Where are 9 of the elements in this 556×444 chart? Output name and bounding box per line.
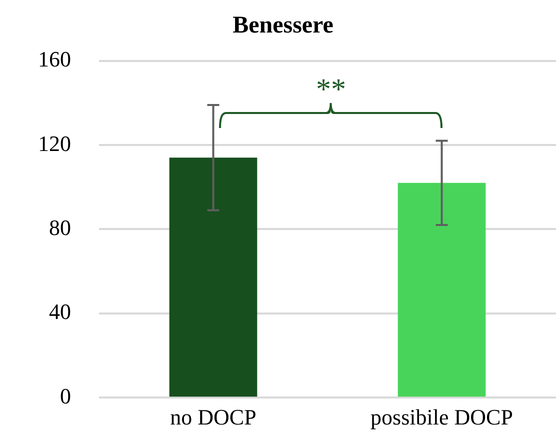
y-tick-label: 120 (38, 130, 71, 156)
y-tick-label: 80 (49, 214, 71, 240)
chart-title: Benessere (232, 12, 334, 39)
y-tick-label: 160 (38, 46, 71, 72)
annotation: ** (316, 72, 346, 106)
y-tick-label: 40 (49, 299, 71, 324)
x-tick-label: possibile DOCP (370, 404, 513, 430)
y-tick-label: 0 (60, 383, 71, 408)
x-tick-label: no DOCP (170, 404, 256, 430)
